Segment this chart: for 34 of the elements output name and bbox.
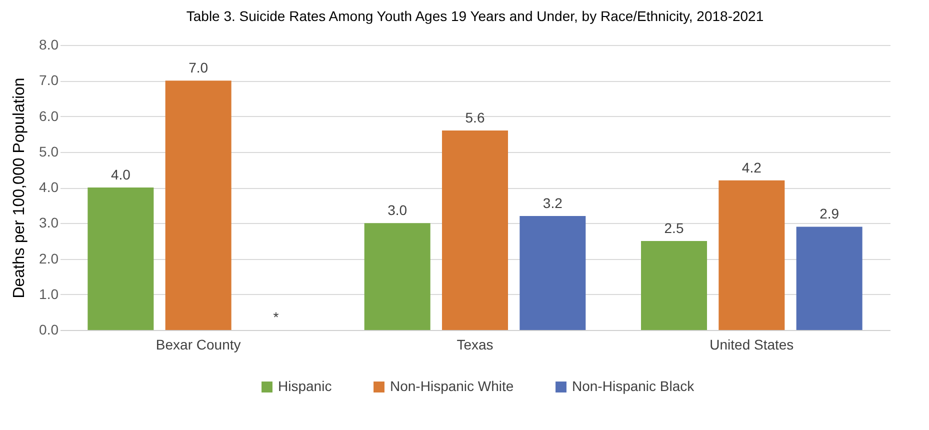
data-label: 7.0 xyxy=(188,60,208,76)
y-tick-label: 7.0 xyxy=(39,72,59,88)
y-tick-label: 3.0 xyxy=(39,214,59,231)
data-label: 2.9 xyxy=(820,206,840,222)
bar xyxy=(364,223,430,330)
y-tick-label: 5.0 xyxy=(39,143,59,160)
legend-label: Non-Hispanic White xyxy=(390,378,514,394)
bar xyxy=(520,216,586,330)
data-label: 5.6 xyxy=(465,110,485,126)
y-axis-title: Deaths per 100,000 Population xyxy=(11,78,28,298)
bar xyxy=(718,180,785,330)
legend-label: Non-Hispanic Black xyxy=(572,378,696,394)
x-tick-label: Texas xyxy=(456,336,494,352)
data-label: 4.0 xyxy=(110,166,131,182)
bar xyxy=(442,130,508,330)
bar xyxy=(796,226,862,330)
data-label: 3.2 xyxy=(542,195,563,211)
data-label: 4.2 xyxy=(742,159,762,176)
y-tick-label: 2.0 xyxy=(39,250,59,266)
x-tick-label: United States xyxy=(710,336,794,352)
text: * xyxy=(273,309,279,325)
chart-title: Table 3. Suicide Rates Among Youth Ages 19 Years and Under, by Race/Ethnicity, 2018-2021 xyxy=(186,8,764,24)
y-tick-label: 1.0 xyxy=(39,286,59,302)
y-tick-label: 8.0 xyxy=(39,36,59,52)
bar xyxy=(88,188,154,330)
bar xyxy=(165,80,232,330)
data-label: 3.0 xyxy=(388,202,408,218)
bar xyxy=(641,240,708,330)
data-label: 2.5 xyxy=(664,220,684,236)
legend-label: Hispanic xyxy=(278,378,332,394)
y-tick-label: 0.0 xyxy=(39,322,59,338)
x-tick-label: Bexar County xyxy=(156,336,241,352)
y-tick-label: 4.0 xyxy=(39,179,59,195)
y-tick-label: 6.0 xyxy=(39,108,59,124)
